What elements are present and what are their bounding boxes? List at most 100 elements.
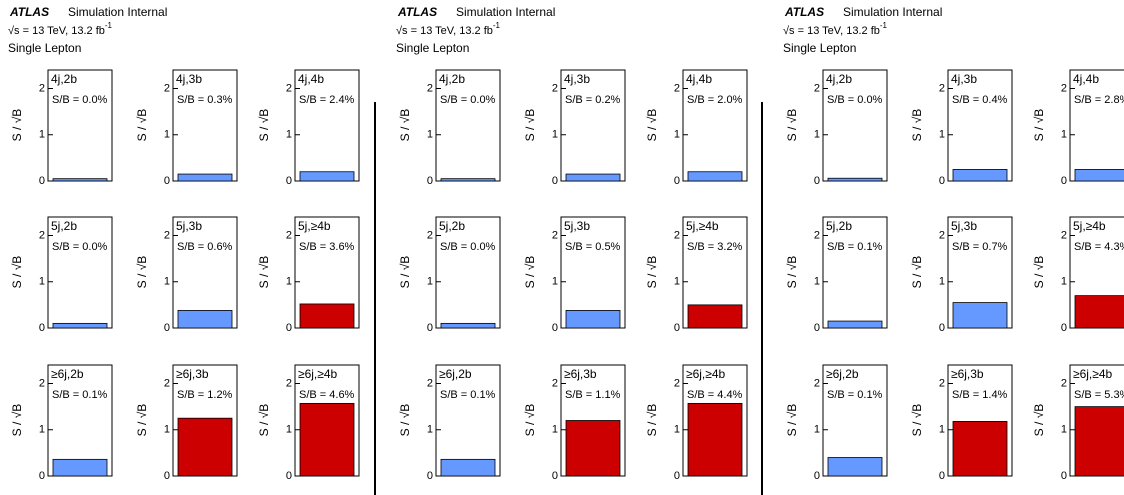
chart-title: ≥6j,3b [564, 367, 597, 381]
y-tick-label: 0 [39, 470, 45, 482]
y-axis-label: S / √B [398, 109, 412, 142]
y-axis-label: S / √B [10, 109, 24, 142]
chart-title: 4j,2b [826, 72, 852, 86]
y-tick-label: 1 [1061, 276, 1067, 288]
y-tick-label: 2 [286, 229, 292, 241]
y-tick-label: 1 [286, 276, 292, 288]
chart-title: 5j,3b [176, 219, 202, 233]
y-axis-label: S / √B [785, 256, 799, 289]
chart-title: 4j,4b [298, 72, 324, 86]
chart-title: 4j,3b [176, 72, 202, 86]
annotation: S/B = 0.0% [440, 241, 496, 253]
annotation: S/B = 4.4% [687, 389, 743, 401]
y-tick-label: 0 [552, 322, 558, 334]
y-tick-label: 1 [39, 424, 45, 436]
plot-frame [1069, 69, 1124, 182]
y-axis-label: S / √B [10, 404, 24, 437]
chart-title: 5j,≥4b [298, 219, 331, 233]
plot-frame [682, 69, 748, 182]
bar [299, 303, 355, 329]
experiment-label: ATLAS [9, 5, 49, 19]
annotation: S/B = 4.6% [299, 389, 355, 401]
y-tick-label: 2 [1061, 82, 1067, 94]
y-axis-label: S / √B [257, 256, 271, 289]
y-axis-label: S / √B [135, 404, 149, 437]
bar [299, 171, 355, 182]
experiment-label: ATLAS [784, 5, 824, 19]
y-tick-label: 2 [939, 229, 945, 241]
chart-title: 4j,2b [51, 72, 77, 86]
y-tick-label: 0 [164, 175, 170, 187]
experiment-label: ATLAS [397, 5, 437, 19]
y-tick-label: 2 [674, 229, 680, 241]
bar [177, 173, 233, 182]
bar [52, 178, 108, 182]
y-tick-label: 0 [939, 175, 945, 187]
energy-lumi-text: √s = 13 TeV, 13.2 fb [783, 25, 880, 37]
y-tick-label: 1 [674, 276, 680, 288]
lumi-exponent: -1 [493, 21, 501, 30]
y-tick-label: 2 [814, 377, 820, 389]
chart-title: 5j,3b [564, 219, 590, 233]
bar [687, 171, 743, 182]
status-label: Simulation Internal [456, 5, 555, 19]
y-tick-label: 1 [427, 424, 433, 436]
y-tick-label: 2 [1061, 229, 1067, 241]
y-axis-label: S / √B [10, 256, 24, 289]
plot-frame [47, 69, 113, 182]
bar [827, 320, 883, 329]
y-axis-label: S / √B [1032, 256, 1046, 289]
y-tick-label: 2 [164, 82, 170, 94]
y-axis-label: S / √B [135, 256, 149, 289]
annotation: S/B = 0.1% [827, 241, 883, 253]
y-tick-label: 1 [164, 424, 170, 436]
bar [440, 178, 496, 182]
y-tick-label: 0 [552, 175, 558, 187]
annotation: S/B = 0.1% [827, 389, 883, 401]
y-tick-label: 0 [939, 470, 945, 482]
bar [952, 302, 1008, 329]
y-tick-label: 0 [286, 175, 292, 187]
chart-title: 4j,4b [1073, 72, 1099, 86]
y-tick-label: 2 [939, 377, 945, 389]
lumi-exponent: -1 [880, 21, 888, 30]
y-tick-label: 1 [286, 129, 292, 141]
annotation: S/B = 2.4% [299, 94, 355, 106]
y-tick-label: 0 [814, 322, 820, 334]
y-tick-label: 0 [939, 322, 945, 334]
bar [440, 458, 496, 477]
y-tick-label: 0 [674, 175, 680, 187]
annotation: S/B = 3.2% [687, 241, 743, 253]
y-axis-label: S / √B [257, 404, 271, 437]
y-axis-label: S / √B [910, 256, 924, 289]
annotation: S/B = 0.4% [952, 94, 1008, 106]
bar [687, 304, 743, 329]
y-tick-label: 0 [1061, 322, 1067, 334]
y-tick-label: 0 [674, 322, 680, 334]
y-tick-label: 2 [552, 229, 558, 241]
y-tick-label: 2 [427, 229, 433, 241]
annotation: S/B = 2.8% [1074, 94, 1124, 106]
chart-title: 5j,2b [439, 219, 465, 233]
status-label: Simulation Internal [843, 5, 942, 19]
y-tick-label: 1 [939, 129, 945, 141]
plot-frame [47, 216, 113, 329]
annotation: S/B = 0.3% [177, 94, 233, 106]
y-tick-label: 0 [164, 470, 170, 482]
bar [687, 402, 743, 477]
bar [299, 402, 355, 477]
chart-title: 5j,≥4b [686, 219, 719, 233]
bar [565, 310, 621, 329]
y-tick-label: 1 [814, 276, 820, 288]
chart-title: ≥6j,≥4b [298, 367, 338, 381]
y-tick-label: 0 [814, 175, 820, 187]
y-axis-label: S / √B [910, 404, 924, 437]
annotation: S/B = 0.0% [52, 94, 108, 106]
bar [952, 169, 1008, 182]
plot-frame [822, 69, 888, 182]
y-axis-label: S / √B [1032, 404, 1046, 437]
y-tick-label: 2 [39, 377, 45, 389]
chart-title: 4j,3b [951, 72, 977, 86]
y-tick-label: 2 [39, 82, 45, 94]
